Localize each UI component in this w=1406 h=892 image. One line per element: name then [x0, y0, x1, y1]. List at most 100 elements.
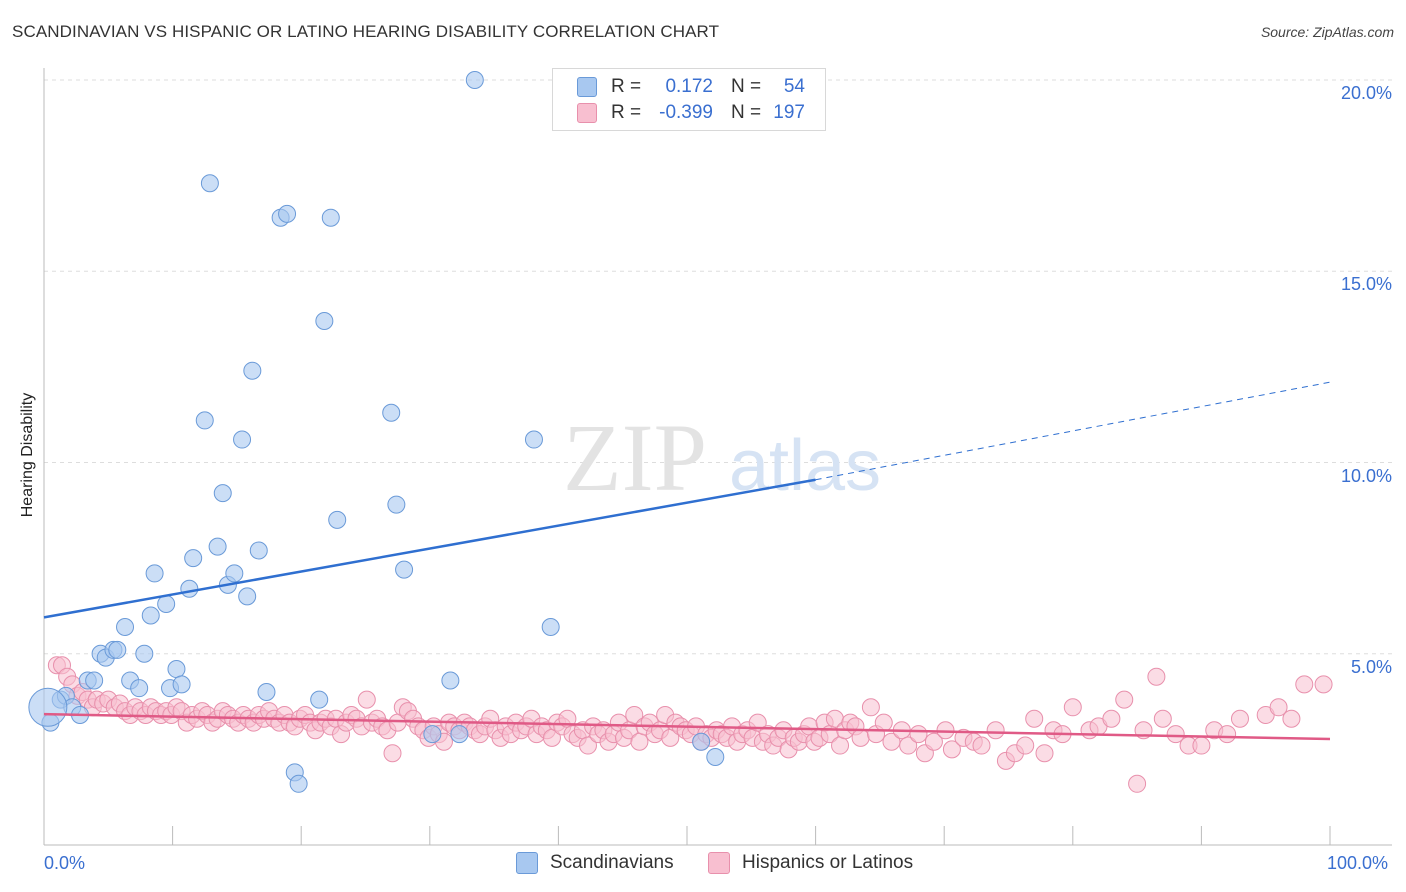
scandinavian-point — [225, 564, 244, 583]
scandinavian-point — [465, 71, 484, 89]
scandinavian-point — [184, 549, 203, 568]
scandinavian-point — [450, 725, 469, 744]
scandinavian-point — [382, 403, 401, 422]
hispanic-point — [630, 732, 649, 751]
hispanic-point — [1166, 725, 1185, 744]
hispanic-point — [972, 736, 991, 755]
hispanic-point — [1128, 774, 1147, 793]
scandinavian-point — [692, 732, 711, 751]
watermark-zip: ZIP — [563, 404, 707, 511]
source-label: Source: ZipAtlas.com — [1260, 24, 1394, 40]
n-value: 54 — [783, 76, 805, 97]
scandinavian-point — [278, 204, 297, 223]
scandinavian-point — [135, 644, 154, 663]
hispanic-point — [899, 736, 918, 755]
hispanic-point — [1314, 675, 1333, 694]
scandinavian-point — [315, 311, 334, 330]
x-tick-label-min: 0.0% — [44, 853, 86, 873]
scandinavian-point — [310, 690, 329, 709]
hispanic-point — [1295, 675, 1314, 694]
r-value: 0.172 — [665, 76, 713, 97]
hispanic-point — [1102, 709, 1121, 728]
scandinavian-point — [116, 617, 135, 636]
hispanic-point — [357, 690, 376, 709]
stats-row-scandinavian: R = 0.172 N = 54 — [553, 75, 825, 99]
scandinavian-point — [130, 679, 149, 698]
hispanic-point — [578, 736, 597, 755]
scandinavian-point — [243, 361, 262, 380]
n-label: N = — [731, 76, 762, 97]
scandinavian-point — [423, 725, 442, 744]
scandinavian-point — [441, 671, 460, 690]
hispanic-point — [1230, 709, 1249, 728]
y-tick-label: 15.0% — [1340, 274, 1392, 295]
x-tick-label-max: 100.0% — [1327, 853, 1389, 873]
r-value: -0.399 — [659, 102, 713, 123]
scandinavian-point — [172, 675, 191, 694]
hispanic-point — [861, 698, 880, 717]
scandinavian-legend-swatch — [516, 852, 538, 874]
chart-title: SCANDINAVIAN VS HISPANIC OR LATINO HEARI… — [12, 22, 720, 41]
hispanic-point — [1025, 709, 1044, 728]
scandinavian-point — [213, 484, 232, 503]
scandinavian-trend-extension — [815, 381, 1331, 481]
hispanic-point — [986, 721, 1005, 740]
scandinavian-point — [157, 595, 176, 614]
hispanic-point — [1218, 725, 1237, 744]
hispanic-point — [1153, 709, 1172, 728]
watermark-atlas: atlas — [729, 426, 881, 506]
scandinavian-point — [238, 587, 257, 606]
scandinavian-points — [28, 71, 725, 793]
scandinavian-point — [257, 683, 276, 701]
scandinavian-point — [108, 640, 127, 659]
hispanic-point — [882, 732, 901, 751]
stats-legend: R = 0.172 N = 54 R = -0.399 N = 197 — [552, 68, 826, 131]
legend-item-hispanics[interactable]: Hispanics or Latinos — [708, 852, 913, 874]
legend-item-scandinavians[interactable]: Scandinavians — [516, 852, 674, 874]
scandinavian-point — [28, 687, 68, 727]
hispanic-point — [851, 728, 870, 747]
y-tick-label: 10.0% — [1340, 465, 1392, 486]
scandinavian-trend-line — [43, 478, 816, 619]
hispanic-point — [874, 713, 893, 732]
hispanic-point — [1282, 709, 1301, 728]
scandinavian-point — [289, 774, 308, 793]
hispanic-point — [383, 744, 402, 763]
scandinavian-point — [145, 564, 164, 583]
hispanic-point — [924, 732, 943, 751]
scandinavian-point — [200, 174, 219, 193]
hispanic-point — [1192, 736, 1211, 755]
hispanic-point — [942, 740, 961, 759]
n-value: 197 — [773, 102, 805, 123]
scandinavian-point — [85, 671, 104, 690]
scandinavian-point — [249, 541, 268, 560]
series-legend: Scandinavians Hispanics or Latinos — [0, 852, 1406, 878]
hispanic-point — [1269, 698, 1288, 717]
scandinavian-point — [208, 537, 227, 556]
hispanic-swatch — [577, 103, 597, 123]
scandinavian-point — [321, 208, 340, 227]
scandinavian-point — [387, 495, 406, 514]
r-label: R = — [611, 76, 642, 97]
trend-lines — [43, 381, 1331, 741]
hispanic-point — [625, 705, 644, 724]
scandinavian-point — [180, 579, 199, 598]
y-tick-label: 5.0% — [1350, 656, 1392, 677]
hispanic-legend-swatch — [708, 852, 730, 874]
hispanic-trend-line — [43, 712, 1331, 741]
scandinavian-point — [395, 560, 414, 579]
legend-label: Scandinavians — [550, 852, 674, 873]
scandinavian-point — [195, 411, 214, 430]
y-tick-label: 20.0% — [1340, 83, 1392, 103]
hispanic-point — [909, 725, 928, 744]
hispanic-point — [1063, 698, 1082, 717]
scandinavian-point — [541, 617, 560, 636]
scandinavian-point — [706, 748, 725, 767]
hispanic-point — [831, 736, 850, 755]
scandinavian-point — [167, 660, 186, 679]
gridlines — [44, 79, 1392, 655]
stats-row-hispanic: R = -0.399 N = 197 — [553, 101, 825, 125]
n-label: N = — [731, 102, 762, 123]
hispanic-point — [1115, 690, 1134, 709]
